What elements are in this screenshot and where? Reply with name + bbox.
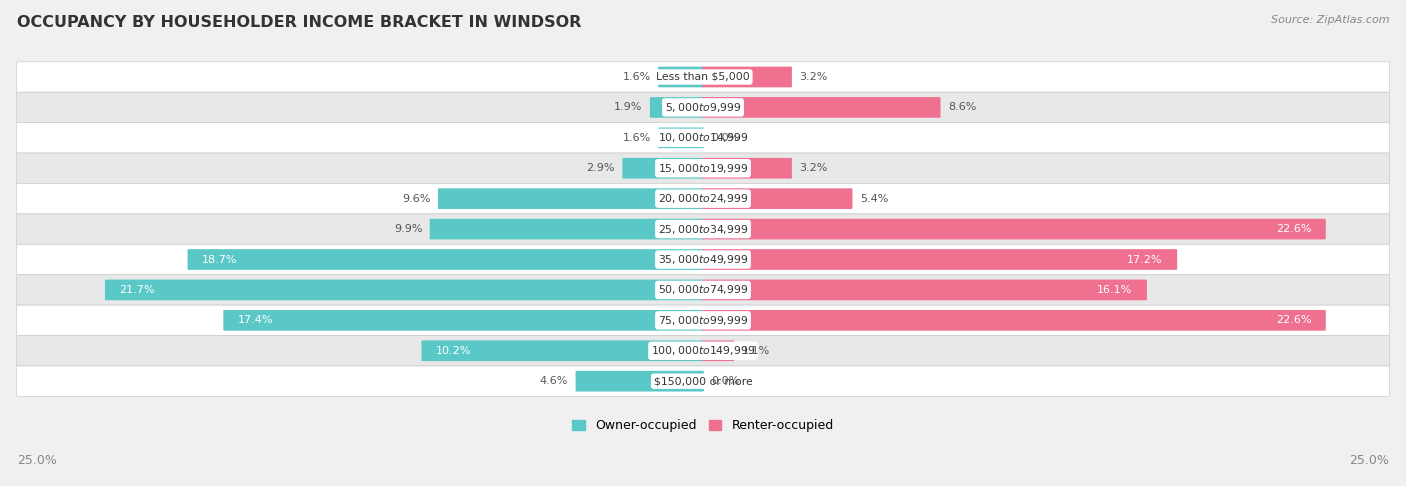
Text: 1.6%: 1.6% [623,72,651,82]
FancyBboxPatch shape [187,249,704,270]
FancyBboxPatch shape [17,335,1389,366]
Text: 0.0%: 0.0% [711,376,740,386]
Text: Source: ZipAtlas.com: Source: ZipAtlas.com [1271,15,1389,25]
Text: 9.6%: 9.6% [402,193,430,204]
FancyBboxPatch shape [702,340,734,361]
Text: 25.0%: 25.0% [1350,453,1389,467]
FancyBboxPatch shape [702,219,1326,240]
Text: $35,000 to $49,999: $35,000 to $49,999 [658,253,748,266]
Text: 5.4%: 5.4% [860,193,889,204]
FancyBboxPatch shape [702,189,852,209]
FancyBboxPatch shape [17,305,1389,335]
Text: 22.6%: 22.6% [1275,315,1312,325]
Text: 17.2%: 17.2% [1128,255,1163,264]
FancyBboxPatch shape [575,371,704,392]
Text: $10,000 to $14,999: $10,000 to $14,999 [658,131,748,144]
Text: $20,000 to $24,999: $20,000 to $24,999 [658,192,748,205]
FancyBboxPatch shape [439,189,704,209]
Text: 1.1%: 1.1% [741,346,769,356]
FancyBboxPatch shape [702,279,1147,300]
Text: 9.9%: 9.9% [394,224,422,234]
FancyBboxPatch shape [17,244,1389,275]
FancyBboxPatch shape [17,122,1389,153]
FancyBboxPatch shape [650,97,704,118]
Text: 17.4%: 17.4% [238,315,273,325]
FancyBboxPatch shape [17,62,1389,92]
FancyBboxPatch shape [224,310,704,330]
Text: 16.1%: 16.1% [1097,285,1132,295]
FancyBboxPatch shape [702,158,792,178]
FancyBboxPatch shape [658,127,704,148]
Text: $150,000 or more: $150,000 or more [654,376,752,386]
Text: 22.6%: 22.6% [1275,224,1312,234]
Text: 0.0%: 0.0% [711,133,740,143]
Text: $5,000 to $9,999: $5,000 to $9,999 [665,101,741,114]
Text: $15,000 to $19,999: $15,000 to $19,999 [658,162,748,175]
Text: Less than $5,000: Less than $5,000 [657,72,749,82]
Text: 2.9%: 2.9% [586,163,614,173]
Text: $75,000 to $99,999: $75,000 to $99,999 [658,314,748,327]
Text: 4.6%: 4.6% [540,376,568,386]
Legend: Owner-occupied, Renter-occupied: Owner-occupied, Renter-occupied [568,415,838,437]
Text: 10.2%: 10.2% [436,346,471,356]
Text: 1.6%: 1.6% [623,133,651,143]
FancyBboxPatch shape [702,249,1177,270]
FancyBboxPatch shape [702,310,1326,330]
FancyBboxPatch shape [702,67,792,87]
Text: 3.2%: 3.2% [800,72,828,82]
FancyBboxPatch shape [17,214,1389,244]
FancyBboxPatch shape [658,67,704,87]
Text: $25,000 to $34,999: $25,000 to $34,999 [658,223,748,236]
Text: OCCUPANCY BY HOUSEHOLDER INCOME BRACKET IN WINDSOR: OCCUPANCY BY HOUSEHOLDER INCOME BRACKET … [17,15,581,30]
Text: 8.6%: 8.6% [948,103,976,112]
Text: 3.2%: 3.2% [800,163,828,173]
FancyBboxPatch shape [17,92,1389,122]
Text: 21.7%: 21.7% [120,285,155,295]
Text: 1.9%: 1.9% [614,103,643,112]
Text: $100,000 to $149,999: $100,000 to $149,999 [651,344,755,357]
FancyBboxPatch shape [623,158,704,178]
FancyBboxPatch shape [17,183,1389,214]
Text: $50,000 to $74,999: $50,000 to $74,999 [658,283,748,296]
Text: 18.7%: 18.7% [202,255,238,264]
Text: 25.0%: 25.0% [17,453,56,467]
FancyBboxPatch shape [105,279,704,300]
FancyBboxPatch shape [17,153,1389,183]
FancyBboxPatch shape [17,366,1389,397]
FancyBboxPatch shape [17,275,1389,305]
FancyBboxPatch shape [422,340,704,361]
FancyBboxPatch shape [702,97,941,118]
FancyBboxPatch shape [430,219,704,240]
